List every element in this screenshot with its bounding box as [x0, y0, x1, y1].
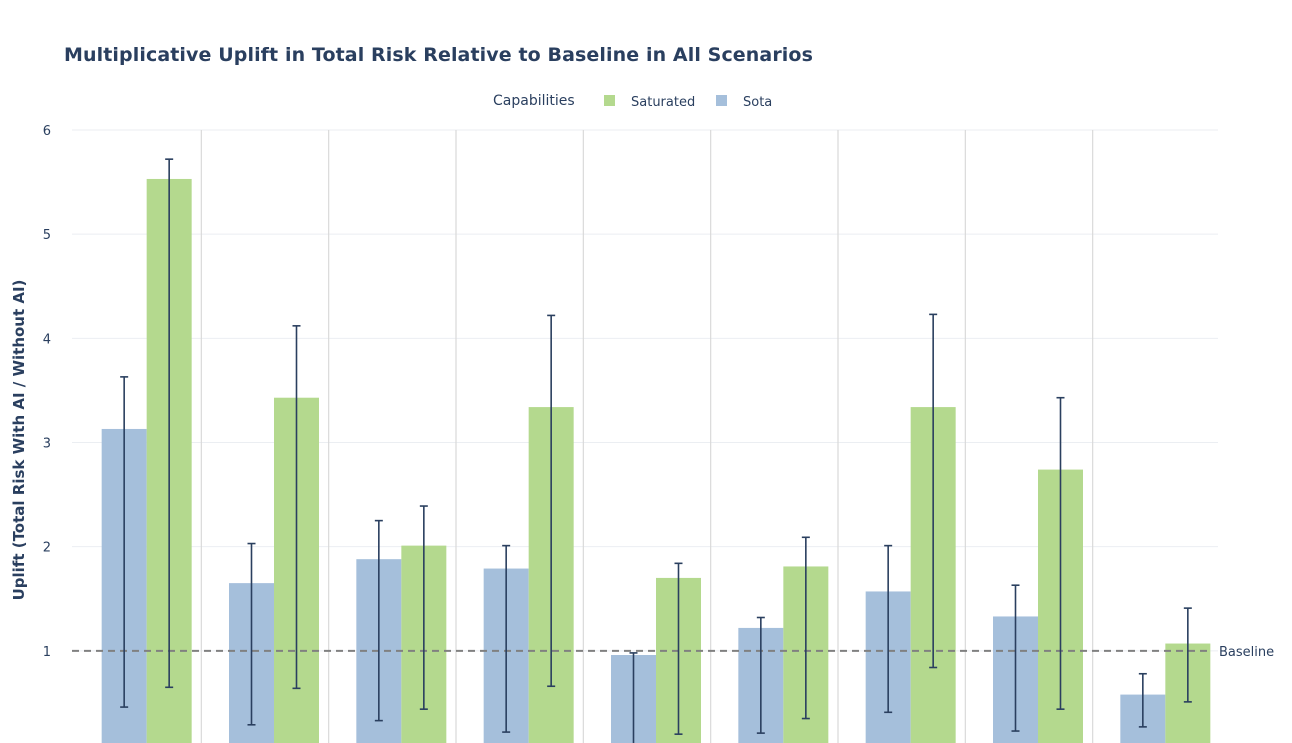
legend: Capabilities Saturated Sota [493, 93, 772, 110]
legend-label-sota: Sota [743, 95, 772, 110]
y-tick-label: 5 [43, 228, 51, 243]
error-bar-sota [1011, 584, 1020, 732]
error-bar-sota [502, 544, 511, 733]
error-bar-saturated [292, 325, 301, 690]
y-tick-label: 2 [43, 541, 51, 556]
error-bar-saturated [1056, 396, 1065, 710]
error-bar-sota [374, 519, 383, 722]
error-bar-saturated [1183, 607, 1192, 703]
error-bar-sota [120, 376, 129, 708]
legend-title: Capabilities [493, 93, 575, 109]
y-tick-label: 3 [43, 437, 51, 452]
error-bar-sota [629, 652, 638, 743]
y-tick-label: 4 [43, 332, 51, 347]
legend-swatch-saturated [604, 95, 615, 106]
y-tick-label: 6 [43, 124, 51, 139]
legend-label-saturated: Saturated [631, 95, 695, 110]
error-bar-saturated [929, 313, 938, 669]
error-bar-sota [1138, 672, 1147, 728]
error-bar-sota [247, 542, 256, 726]
error-bar-saturated [165, 158, 174, 689]
y-tick-label: 1 [43, 645, 51, 660]
legend-swatch-sota [716, 95, 727, 106]
y-axis-label: Uplift (Total Risk With AI / Without AI) [10, 280, 28, 601]
error-bar-saturated [674, 562, 683, 735]
error-bar-sota [884, 544, 893, 714]
chart-title: Multiplicative Uplift in Total Risk Rela… [64, 44, 813, 66]
error-bar-saturated [547, 314, 556, 688]
error-bar-sota [756, 616, 765, 734]
error-bar-saturated [801, 536, 810, 720]
error-bar-saturated [419, 505, 428, 710]
baseline-label: Baseline [1219, 645, 1274, 660]
